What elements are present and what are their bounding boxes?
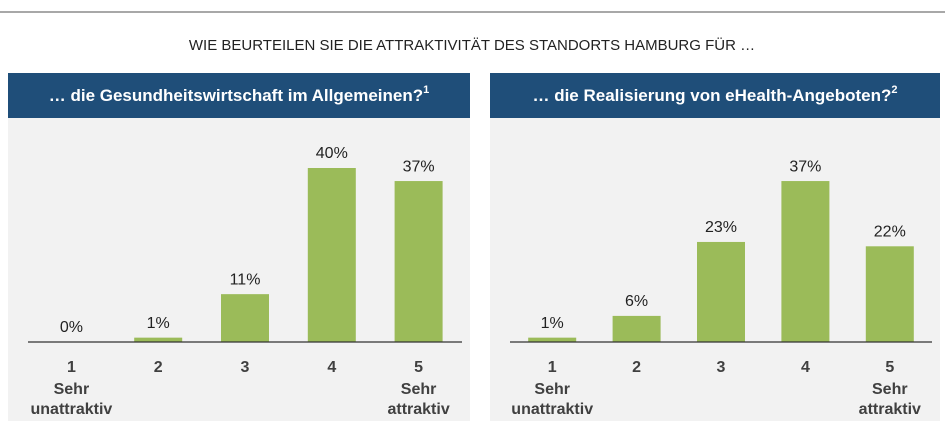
scale-label: Sehr unattraktiv [511,381,593,418]
panel-title-text: … die Gesundheitswirtschaft im Allgemein… [49,86,423,105]
scale-label-line: Sehr [534,381,570,398]
x-tick-label: 5 [414,359,423,376]
x-tick-label: 4 [327,359,336,376]
scale-label-line: Sehr [54,381,90,398]
panel-background [8,118,470,421]
x-tick-label: 4 [801,359,810,376]
x-tick-label: 1 [67,359,76,376]
scale-label-line: Sehr [872,381,908,398]
value-label: 23% [705,219,737,236]
panel-title-text: … die Realisierung von eHealth-Angeboten… [532,86,891,105]
x-tick-label: 2 [632,359,641,376]
x-tick-label: 2 [154,359,163,376]
value-label: 6% [625,293,648,310]
bar [697,241,745,342]
x-tick-label: 3 [717,359,726,376]
bar [865,246,914,342]
x-tick-label: 3 [241,359,250,376]
page-title: WIE BEURTEILEN SIE DIE ATTRAKTIVITÄT DES… [189,36,755,54]
footnote: 2 [891,84,897,96]
value-label: 1% [147,315,170,332]
panel-title: … die Gesundheitswirtschaft im Allgemein… [49,84,430,106]
bar [221,294,269,342]
value-label: 1% [541,315,564,332]
scale-label: Sehr attraktiv [859,381,921,418]
value-label: 40% [316,145,348,162]
scale-label-line: attraktiv [859,401,921,418]
value-label: 0% [60,319,83,336]
bar [307,168,356,342]
bar [612,315,661,342]
panel-header [490,73,940,118]
panel-title: … die Realisierung von eHealth-Angeboten… [532,84,897,106]
bar [134,337,183,342]
value-label: 22% [874,224,906,241]
x-tick-label: 1 [548,359,557,376]
scale-label: Sehr attraktiv [387,381,449,418]
bar [781,181,830,342]
scale-label: Sehr unattraktiv [31,381,113,418]
scale-label-line: attraktiv [387,401,449,418]
value-label: 37% [789,158,821,175]
footnote: 1 [423,84,429,96]
scale-label-line: Sehr [401,381,437,398]
value-label: 37% [403,158,435,175]
bar [528,337,577,342]
scale-label-line: unattraktiv [31,401,113,418]
scale-label-line: unattraktiv [511,401,593,418]
value-label: 11% [230,271,261,288]
bar [394,181,443,342]
x-tick-label: 5 [885,359,894,376]
panel-header [8,73,470,118]
